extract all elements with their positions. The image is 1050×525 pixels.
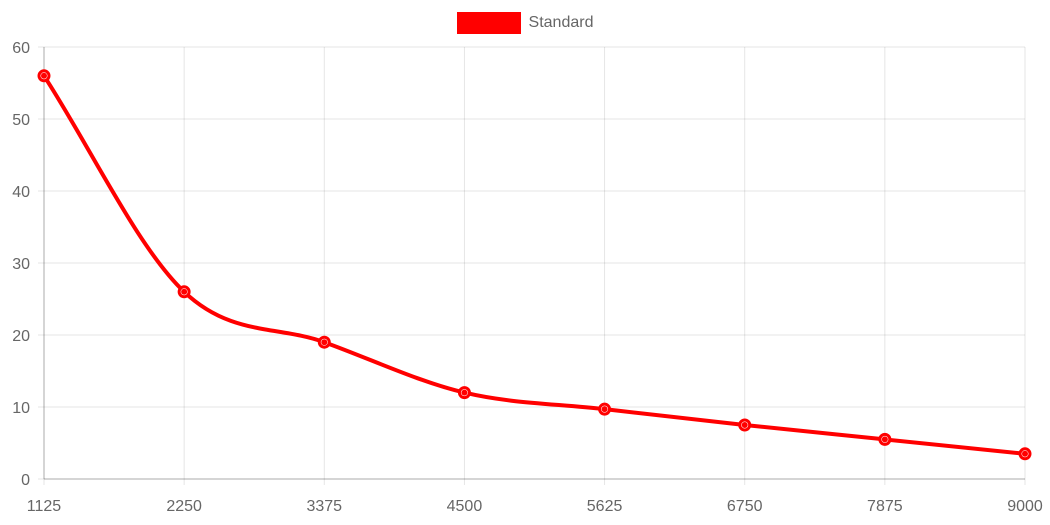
legend-swatch — [456, 12, 521, 34]
y-tick-label: 20 — [12, 328, 30, 345]
data-point-fill — [321, 339, 328, 346]
x-tick-label: 4500 — [447, 498, 483, 515]
x-tick-label: 7875 — [867, 498, 903, 515]
x-tick-label: 9000 — [1007, 498, 1043, 515]
y-tick-label: 60 — [12, 40, 30, 57]
x-tick-label: 1125 — [27, 498, 62, 515]
y-tick-label: 30 — [12, 256, 30, 273]
x-tick-label: 3375 — [306, 498, 342, 515]
x-tick-label: 5625 — [587, 498, 623, 515]
series-group — [37, 69, 1032, 461]
y-tick-label: 50 — [12, 112, 30, 129]
grid-lines — [38, 46, 1026, 485]
data-point-fill — [741, 422, 748, 428]
data-point-fill — [881, 436, 888, 443]
series-line-standard — [42, 73, 1027, 456]
axes — [43, 47, 1025, 480]
x-tick-label: 2250 — [166, 498, 202, 515]
legend: Standard — [0, 12, 1050, 39]
data-point-fill — [1022, 450, 1028, 457]
data-point-fill — [181, 288, 188, 295]
legend-label: Standard — [528, 14, 594, 31]
y-tick-label: 0 — [21, 472, 30, 489]
y-tick-label: 40 — [12, 184, 30, 201]
data-point-fill — [601, 406, 608, 413]
x-axis-ticks: 1125 2250 3375 4500 5625 6750 7875 9000 — [27, 498, 1043, 515]
data-point-fill — [461, 389, 468, 396]
legend-item-standard[interactable]: Standard — [456, 12, 594, 34]
y-tick-label: 10 — [12, 400, 30, 417]
y-axis-ticks: 0 10 20 30 40 50 60 — [12, 40, 30, 489]
x-tick-label: 6750 — [727, 498, 763, 515]
data-point-fill — [41, 72, 47, 79]
